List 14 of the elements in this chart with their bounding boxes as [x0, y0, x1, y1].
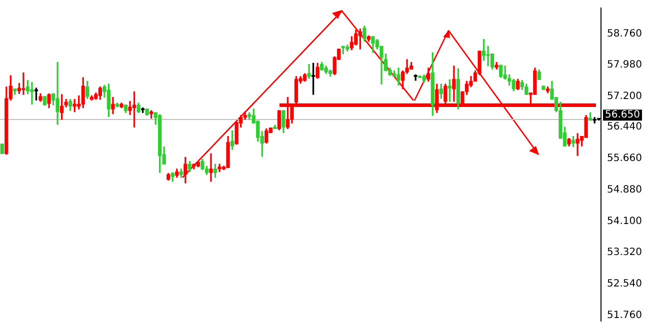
y-tick-label: 54.880: [607, 184, 642, 196]
y-tick-label: 56.440: [607, 122, 642, 133]
y-tick-label: 53.320: [607, 247, 642, 258]
y-tick-label: 55.660: [607, 153, 642, 164]
y-tick-label: 52.540: [607, 278, 642, 290]
y-tick-label: 57.980: [607, 60, 642, 71]
y-tick-label: 57.200: [607, 91, 642, 102]
candlestick: [42, 96, 47, 106]
candlestick: [0, 144, 4, 154]
ref-line-label: 56.650: [605, 110, 640, 121]
candlestick: [542, 86, 546, 90]
y-tick-label: 58.760: [607, 28, 642, 40]
y-tick-label: 54.100: [607, 216, 642, 227]
y-tick-label: 51.760: [607, 310, 642, 321]
